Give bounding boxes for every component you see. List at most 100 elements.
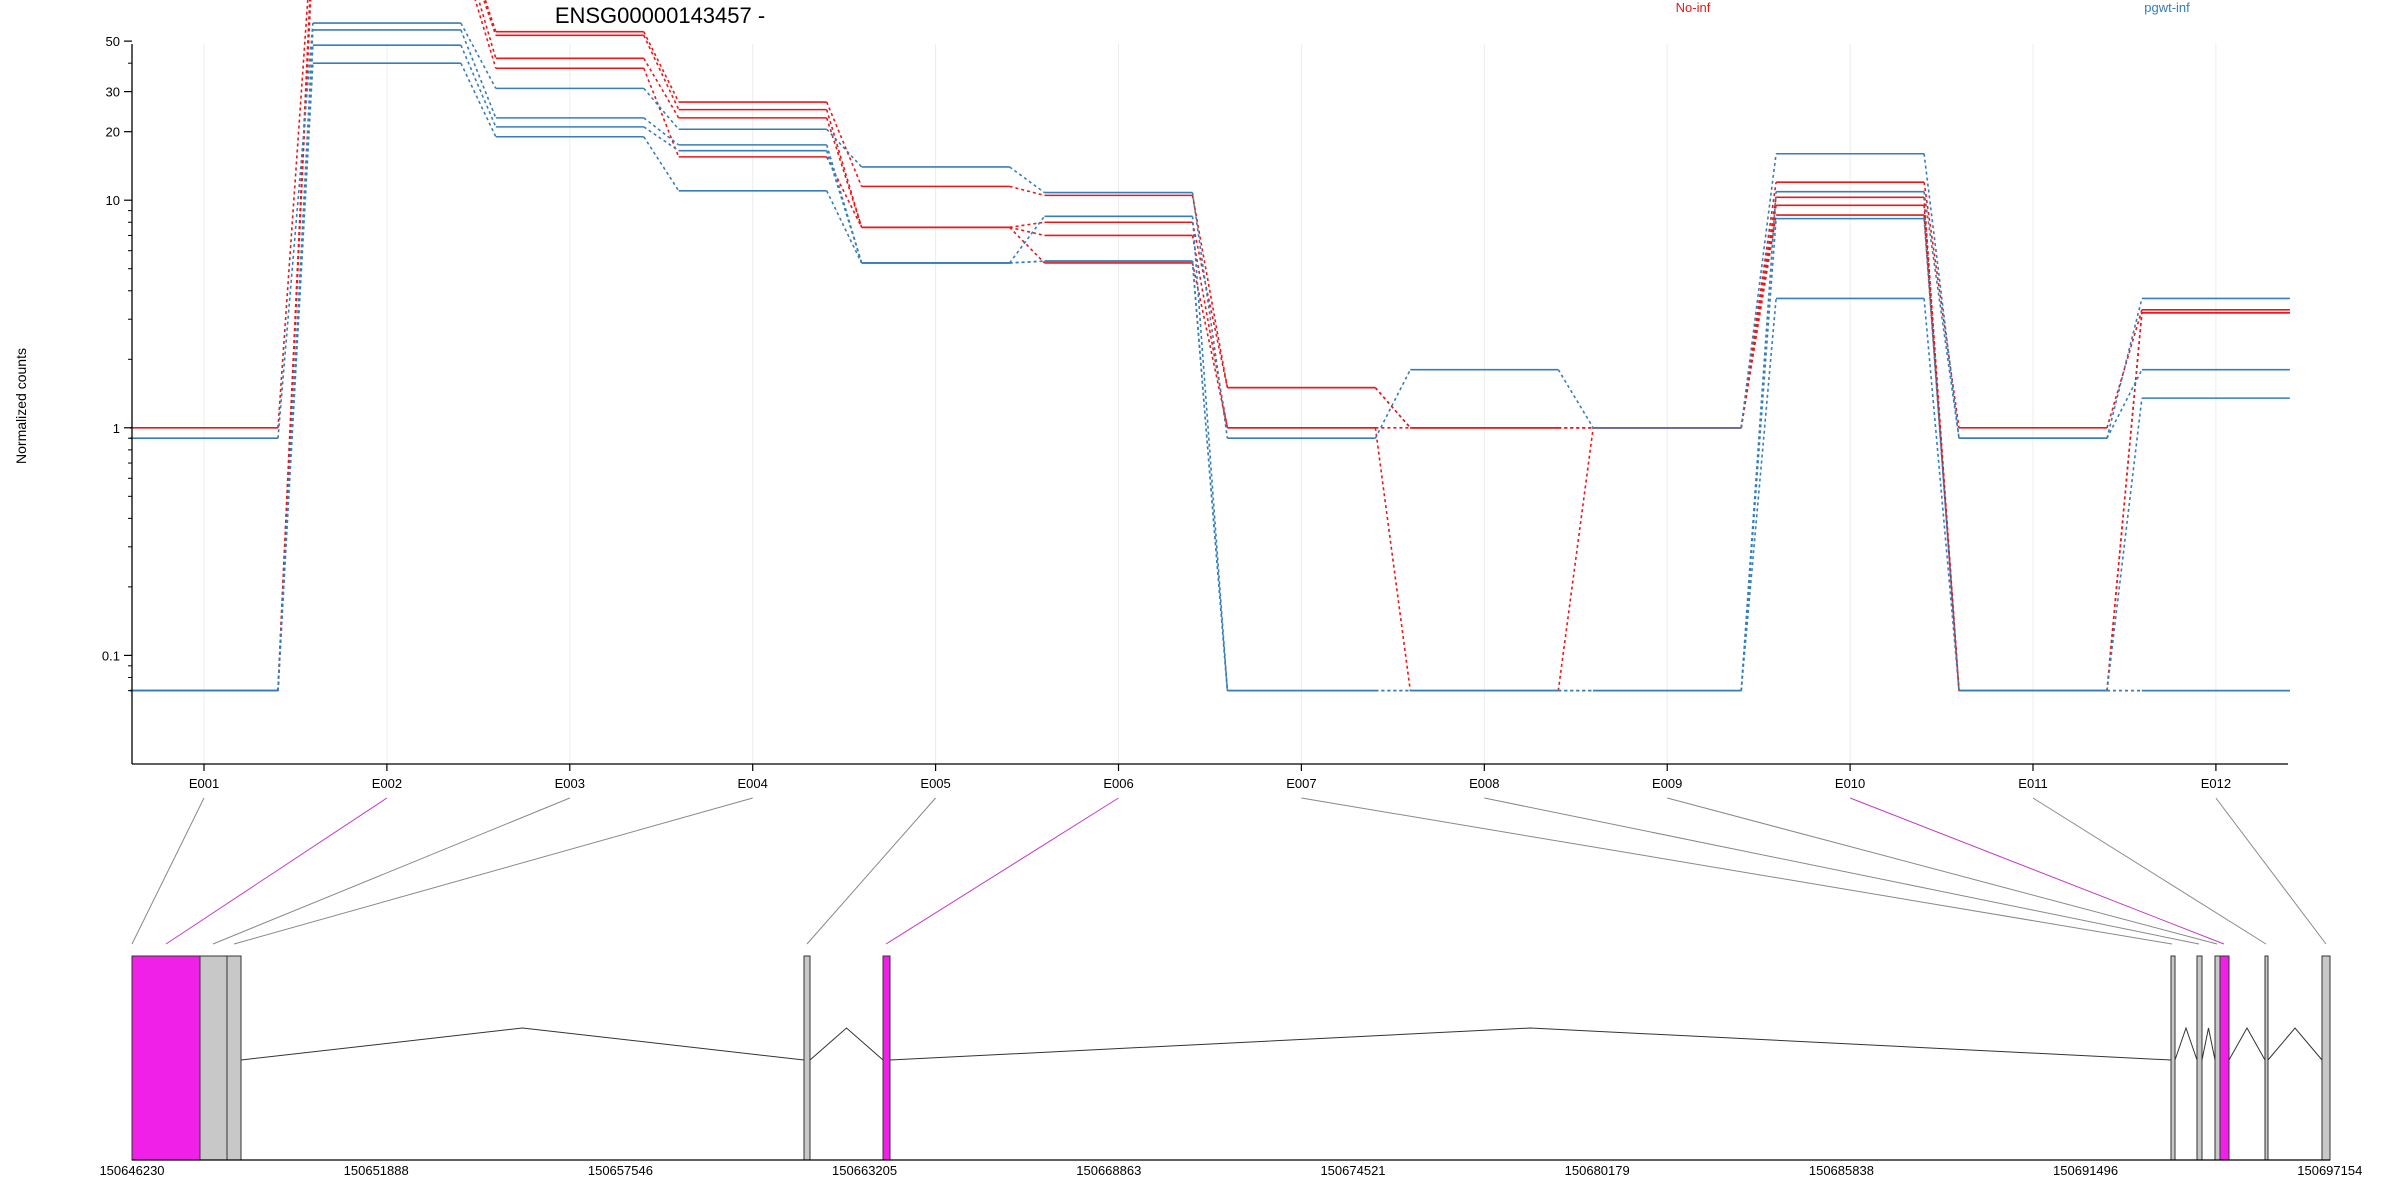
exon-block bbox=[803, 955, 811, 1161]
series-connector bbox=[2106, 309, 2143, 429]
plot-series bbox=[130, 0, 2290, 692]
exon-connector bbox=[165, 797, 388, 945]
series-connector bbox=[825, 109, 863, 228]
y-axis-label: Normalized counts bbox=[13, 348, 29, 464]
series-connector bbox=[1557, 427, 1594, 691]
series-connector bbox=[826, 128, 863, 168]
series-connector bbox=[277, 63, 314, 691]
exon-connector bbox=[1667, 797, 2218, 945]
x-tick-label: E001 bbox=[189, 776, 219, 791]
series-connector bbox=[2106, 298, 2143, 439]
series-connector bbox=[482, 0, 497, 36]
series-connector bbox=[1740, 191, 1777, 691]
exon-block bbox=[2170, 955, 2176, 1161]
series-connector bbox=[1191, 261, 1229, 691]
genomic-coordinate-label: 150680179 bbox=[1565, 1163, 1630, 1178]
exon-connector bbox=[885, 797, 1119, 945]
y-tick-label: 1 bbox=[113, 421, 120, 436]
series-connector bbox=[1191, 192, 1229, 439]
intron-line bbox=[2201, 1027, 2216, 1061]
series-connector bbox=[643, 126, 680, 152]
intron-line bbox=[2228, 1026, 2266, 1061]
intron-line bbox=[240, 1027, 805, 1061]
series-connector bbox=[1191, 195, 1229, 388]
series-connector bbox=[1740, 205, 1777, 428]
series-connector bbox=[643, 117, 680, 146]
exon-block bbox=[2214, 955, 2221, 1161]
exon-block-highlighted bbox=[2219, 955, 2230, 1161]
intron-line bbox=[889, 1027, 2172, 1061]
series-connector bbox=[1374, 427, 1412, 691]
series-connector bbox=[1740, 218, 1777, 691]
exon-connector bbox=[212, 797, 570, 945]
series-connector bbox=[1009, 185, 1045, 197]
series-connector bbox=[825, 101, 863, 187]
exon-block-highlighted bbox=[882, 955, 891, 1161]
x-tick-label: E011 bbox=[2018, 776, 2047, 791]
exon-connector bbox=[1849, 797, 2225, 945]
genomic-coordinate-label: 150674521 bbox=[1320, 1163, 1385, 1178]
series-connector bbox=[643, 35, 680, 110]
legend-label-pgwt-inf: pgwt-inf bbox=[2144, 0, 2190, 15]
series-connector bbox=[1923, 218, 1960, 691]
series-connector bbox=[460, 44, 497, 128]
exon-block bbox=[226, 955, 242, 1161]
exon-connector bbox=[2215, 797, 2327, 945]
series-connector bbox=[643, 87, 680, 130]
exon-block bbox=[2264, 955, 2269, 1161]
genomic-coordinate-label: 150668863 bbox=[1076, 1163, 1141, 1178]
exon-block bbox=[2321, 955, 2331, 1161]
exon-block bbox=[199, 955, 228, 1161]
series-connector bbox=[2106, 369, 2143, 439]
exon-connector bbox=[806, 797, 936, 945]
plot-axes: 0.1110203050100E001E002E003E004E005E006E… bbox=[102, 34, 2288, 791]
series-connector bbox=[1009, 260, 1045, 264]
genomic-coordinate-label: 150663205 bbox=[832, 1163, 897, 1178]
series-connector bbox=[1740, 153, 1777, 428]
series-connector bbox=[1191, 222, 1229, 388]
series-connector bbox=[1008, 215, 1046, 264]
series-connector bbox=[1923, 215, 1960, 691]
series-connector bbox=[1191, 216, 1229, 691]
exon-block-highlighted bbox=[131, 955, 201, 1161]
y-tick-label: 30 bbox=[106, 85, 120, 100]
gene-model: 150646230 150651888 150657546 150663205 1506… bbox=[99, 955, 2362, 1178]
series-connector bbox=[643, 136, 680, 192]
series-connector bbox=[1009, 166, 1045, 194]
series-connector bbox=[1740, 298, 1777, 691]
chart-title: ENSG00000143457 - bbox=[555, 3, 765, 28]
x-tick-label: E002 bbox=[372, 776, 402, 791]
exon-connector bbox=[233, 797, 753, 945]
series-connector bbox=[460, 62, 497, 138]
series-connector bbox=[1009, 226, 1045, 237]
intron-line bbox=[809, 1027, 884, 1061]
exon-connector bbox=[131, 797, 205, 945]
x-tick-label: E005 bbox=[920, 776, 950, 791]
series-connector bbox=[460, 29, 497, 119]
series-connector bbox=[825, 150, 863, 264]
series-connector bbox=[460, 22, 497, 89]
series-connector bbox=[1009, 226, 1046, 264]
series-connector bbox=[1923, 298, 1960, 691]
genomic-coordinate-label: 150646230 bbox=[99, 1163, 164, 1178]
series-connector bbox=[1557, 369, 1594, 429]
genomic-coordinate-label: 150685838 bbox=[1809, 1163, 1874, 1178]
genomic-coordinate-label: 150651888 bbox=[344, 1163, 409, 1178]
y-tick-label: 0.1 bbox=[102, 648, 120, 663]
series-connector bbox=[825, 190, 863, 264]
series-connector bbox=[643, 31, 680, 103]
grid-lines bbox=[203, 44, 2217, 764]
y-tick-label: 10 bbox=[106, 193, 120, 208]
exon-connector-lines bbox=[131, 797, 2327, 945]
series-connector bbox=[1191, 235, 1229, 428]
exon-connector bbox=[1301, 797, 2173, 945]
x-tick-label: E007 bbox=[1286, 776, 1316, 791]
genomic-coordinate-label: 150691496 bbox=[2053, 1163, 2118, 1178]
legend-label-no-inf: No-inf bbox=[1676, 0, 1711, 15]
x-tick-label: E010 bbox=[1835, 776, 1865, 791]
series-connector bbox=[474, 0, 497, 69]
x-tick-label: E009 bbox=[1652, 776, 1682, 791]
x-tick-label: E006 bbox=[1103, 776, 1133, 791]
series-connector bbox=[1923, 182, 1960, 428]
